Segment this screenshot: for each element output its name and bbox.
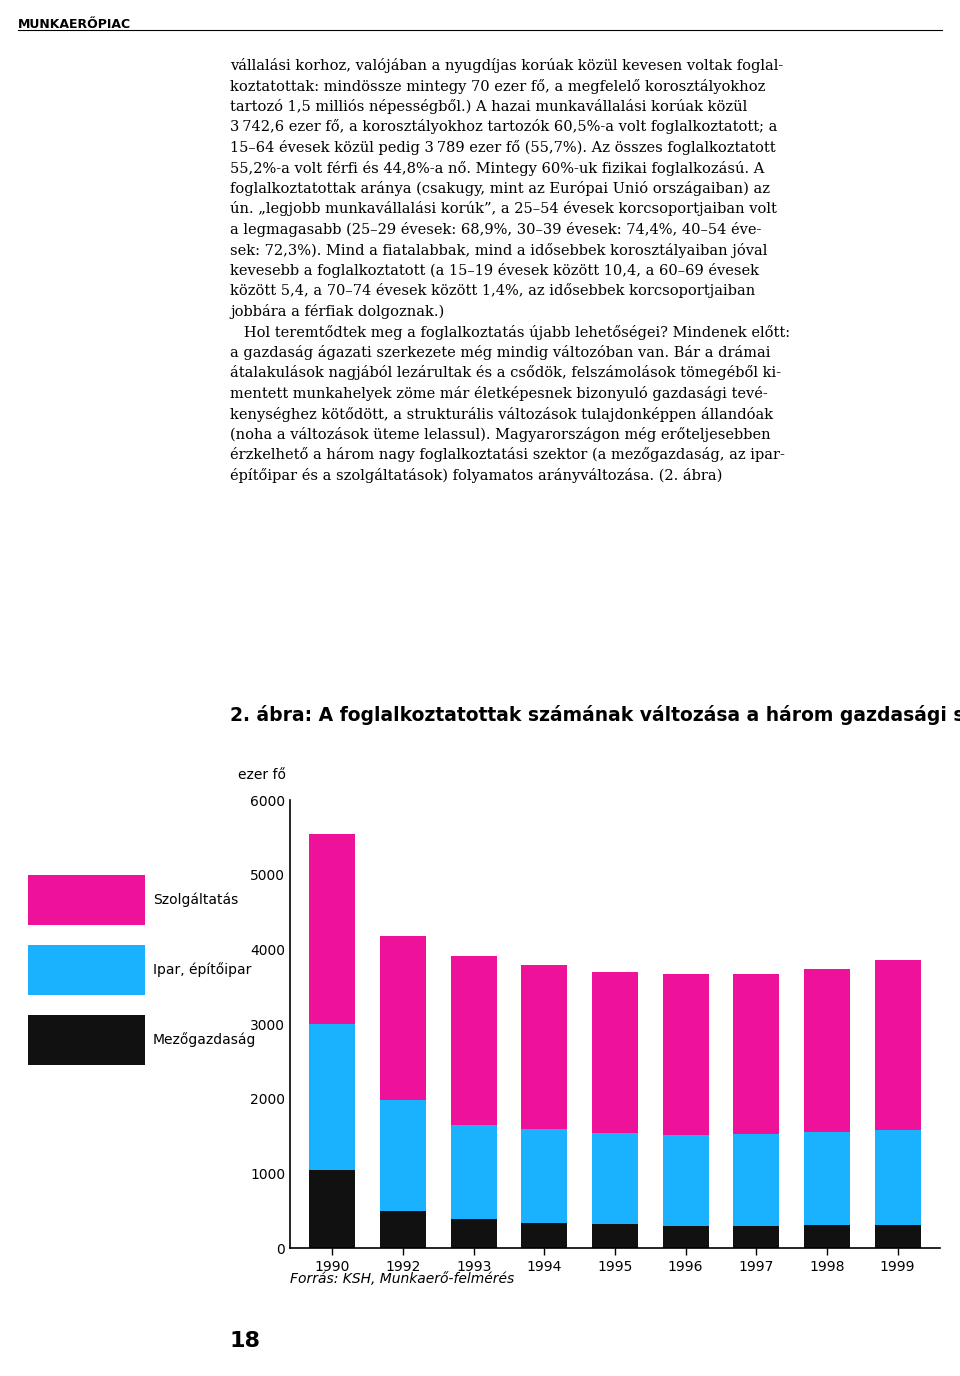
Text: 15–64 évesek közül pedig 3 789 ezer fő (55,7%). Az összes foglalkoztatott: 15–64 évesek közül pedig 3 789 ezer fő (… [230,140,776,155]
Bar [804,1131,850,1225]
Bar [733,1226,780,1248]
Bar [592,1132,638,1225]
Bar [451,1219,496,1248]
Text: 2. ábra: A foglalkoztatottak számának változása a három gazdasági szektorban: 2. ábra: A foglalkoztatottak számának vá… [230,705,960,725]
Text: MUNKAERŐPIAC: MUNKAERŐPIAC [18,18,132,32]
Text: Forrás: KSH, Munkaerő-felmérés: Forrás: KSH, Munkaerő-felmérés [290,1271,515,1287]
Text: között 5,4, a 70–74 évesek között 1,4%, az idősebbek korcsoportjaiban: között 5,4, a 70–74 évesek között 1,4%, … [230,283,756,299]
Text: 3 742,6 ezer fő, a korosztályokhoz tartozók 60,5%-a volt foglalkoztatott; a: 3 742,6 ezer fő, a korosztályokhoz tarto… [230,120,778,135]
Text: jobbára a férfiak dolgoznak.): jobbára a férfiak dolgoznak.) [230,304,444,319]
Text: mentett munkahelyek zöme már életképesnek bizonyuló gazdasági tevé-: mentett munkahelyek zöme már életképesne… [230,387,768,400]
Bar [804,969,850,1131]
Bar [451,956,496,1124]
Bar [380,936,426,1101]
Text: 55,2%-a volt férfi és 44,8%-a nő. Mintegy 60%-uk fizikai foglalkozású. A: 55,2%-a volt férfi és 44,8%-a nő. Minteg… [230,161,764,176]
Text: foglalkoztatottak aránya (csakugy, mint az Európai Unió országaiban) az: foglalkoztatottak aránya (csakugy, mint … [230,182,770,195]
Text: kevesebb a foglalkoztatott (a 15–19 évesek között 10,4, a 60–69 évesek: kevesebb a foglalkoztatott (a 15–19 éves… [230,263,759,278]
Text: sek: 72,3%). Mind a fiatalabbak, mind a idősebbek korosztályaiban jóval: sek: 72,3%). Mind a fiatalabbak, mind a … [230,242,767,257]
Text: (noha a változások üteme lelassul). Magyarországon még erőteljesebben: (noha a változások üteme lelassul). Magy… [230,427,771,442]
Text: Ipar, építőipar: Ipar, építőipar [153,963,252,977]
Bar [521,1223,567,1248]
Text: koztatottak: mindössze mintegy 70 ezer fő, a megfelelő korosztályokhoz: koztatottak: mindössze mintegy 70 ezer f… [230,78,765,94]
Bar [875,1130,921,1225]
Text: építőipar és a szolgáltatások) folyamatos arányváltozása. (2. ábra): építőipar és a szolgáltatások) folyamato… [230,468,722,483]
Text: a gazdaság ágazati szerkezete még mindig változóban van. Bár a drámai: a gazdaság ágazati szerkezete még mindig… [230,345,771,361]
Bar [804,1225,850,1248]
Bar [662,1135,708,1226]
Text: Mezőgazdaság: Mezőgazdaság [153,1032,256,1047]
Bar [592,971,638,1132]
Bar [733,974,780,1134]
Bar [380,1101,426,1211]
Bar [592,1225,638,1248]
Bar [521,1128,567,1223]
Bar [662,974,708,1135]
Bar [309,1170,355,1248]
Bar [875,960,921,1130]
Text: érzkelhető a három nagy foglalkoztatási szektor (a mezőgazdaság, az ipar-: érzkelhető a három nagy foglalkoztatási … [230,447,785,462]
Text: Szolgáltatás: Szolgáltatás [153,893,238,907]
Bar [662,1226,708,1248]
Bar [733,1134,780,1226]
Text: kenységhez kötődött, a strukturális változások tulajdonképpen állandóak: kenységhez kötődött, a strukturális vált… [230,406,773,421]
Text: a legmagasabb (25–29 évesek: 68,9%, 30–39 évesek: 74,4%, 40–54 éve-: a legmagasabb (25–29 évesek: 68,9%, 30–3… [230,222,761,237]
Text: 18: 18 [230,1331,261,1351]
Bar [309,834,355,1024]
Bar [380,1211,426,1248]
Text: ún. „legjobb munkavállalási korúk”, a 25–54 évesek korcsoportjaiban volt: ún. „legjobb munkavállalási korúk”, a 25… [230,201,777,216]
Bar [451,1124,496,1219]
Bar [309,1024,355,1170]
Text: vállalási korhoz, valójában a nyugdíjas korúak közül kevesen voltak foglal-: vállalási korhoz, valójában a nyugdíjas … [230,58,783,73]
Bar [521,965,567,1128]
Text: ezer fő: ezer fő [238,768,286,782]
Text: Hol teremtődtek meg a foglalkoztatás újabb lehetőségei? Mindenek előtt:: Hol teremtődtek meg a foglalkoztatás úja… [230,325,790,340]
Text: tartozó 1,5 milliós népességből.) A hazai munkavállalási korúak közül: tartozó 1,5 milliós népességből.) A haza… [230,99,747,114]
Text: átalakulások nagjából lezárultak és a csődök, felszámolások tömegéből ki-: átalakulások nagjából lezárultak és a cs… [230,366,781,381]
Bar [875,1225,921,1248]
